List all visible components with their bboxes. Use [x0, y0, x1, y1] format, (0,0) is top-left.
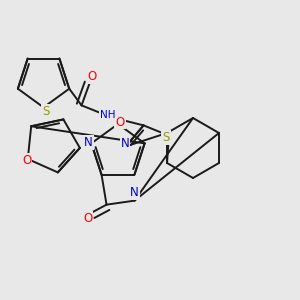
Text: S: S	[42, 105, 49, 118]
Text: N: N	[84, 136, 93, 149]
Text: N: N	[130, 186, 139, 199]
Text: O: O	[22, 154, 32, 166]
Text: O: O	[83, 212, 92, 225]
Text: N: N	[121, 137, 129, 150]
Text: S: S	[162, 131, 169, 144]
Text: O: O	[116, 116, 124, 128]
Text: O: O	[87, 70, 96, 83]
Text: NH: NH	[100, 110, 115, 120]
